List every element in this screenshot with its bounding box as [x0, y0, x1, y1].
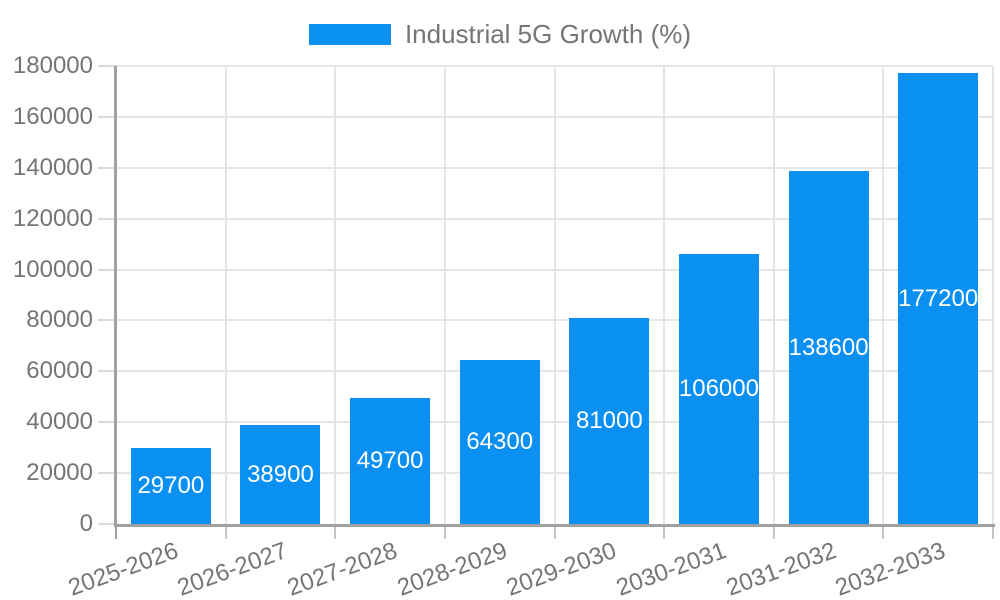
- legend-swatch-icon: [308, 24, 391, 45]
- bar[interactable]: 29700: [130, 448, 211, 524]
- y-axis-tick: [98, 217, 116, 220]
- gridline-vertical: [224, 66, 227, 524]
- bar[interactable]: 38900: [240, 425, 321, 524]
- bar-value-label: 138600: [788, 333, 869, 361]
- bar-value-label: 64300: [466, 428, 534, 456]
- x-axis-tick: [443, 524, 446, 539]
- x-axis-tick: [882, 524, 885, 539]
- y-axis-label: 160000: [12, 102, 93, 130]
- y-axis-label: 0: [79, 510, 93, 537]
- x-axis-tick: [553, 524, 556, 539]
- bar-value-label: 29700: [137, 472, 205, 500]
- bar[interactable]: 177200: [898, 73, 978, 524]
- x-axis-tick: [663, 524, 666, 539]
- x-axis-tick: [334, 524, 337, 539]
- y-axis-label: 120000: [12, 204, 93, 232]
- bar-value-label: 106000: [678, 375, 759, 403]
- y-axis-tick: [98, 166, 116, 169]
- x-axis-line: [114, 524, 995, 527]
- x-axis-tick: [115, 524, 117, 539]
- y-axis-tick: [98, 370, 116, 373]
- gridline-vertical: [772, 66, 775, 524]
- x-axis-tick: [992, 524, 994, 539]
- gridline-vertical: [334, 66, 337, 524]
- bar[interactable]: 64300: [459, 360, 540, 524]
- y-axis-label: 100000: [12, 255, 93, 283]
- gridline-vertical: [443, 66, 446, 524]
- bar[interactable]: 81000: [569, 317, 650, 524]
- y-axis-tick: [98, 115, 116, 118]
- y-axis-tick: [98, 421, 116, 424]
- y-axis-label: 60000: [26, 357, 93, 385]
- bar-value-label: 81000: [575, 406, 643, 434]
- y-axis-line: [114, 66, 117, 527]
- x-axis-tick: [772, 524, 775, 539]
- bar-value-label: 49700: [356, 446, 424, 474]
- x-axis-tick: [224, 524, 227, 539]
- y-axis-tick: [98, 523, 116, 525]
- legend-label: Industrial 5G Growth (%): [404, 19, 692, 49]
- y-axis-label: 20000: [26, 459, 93, 487]
- y-axis-label: 140000: [12, 153, 93, 181]
- bar-value-label: 38900: [247, 460, 314, 488]
- gridline-vertical: [553, 66, 556, 524]
- y-axis-label: 80000: [26, 306, 93, 334]
- gridline-vertical: [663, 66, 666, 524]
- y-axis-tick: [98, 319, 116, 322]
- bar-value-label: 177200: [898, 284, 979, 312]
- gridline-vertical: [992, 66, 994, 524]
- y-axis-tick: [98, 268, 116, 271]
- gridline-vertical: [882, 66, 885, 524]
- plot-area: 29700 38900 49700 64300 81000 106000 138600 177…: [98, 65, 995, 539]
- bar[interactable]: 49700: [350, 397, 431, 524]
- bar[interactable]: 138600: [789, 171, 869, 524]
- y-axis-tick: [98, 65, 116, 67]
- legend-item[interactable]: Industrial 5G Growth (%): [0, 19, 1000, 50]
- y-axis-label: 180000: [12, 52, 93, 79]
- y-axis-tick: [98, 472, 116, 475]
- bar[interactable]: 106000: [679, 254, 759, 524]
- y-axis-label: 40000: [26, 408, 93, 436]
